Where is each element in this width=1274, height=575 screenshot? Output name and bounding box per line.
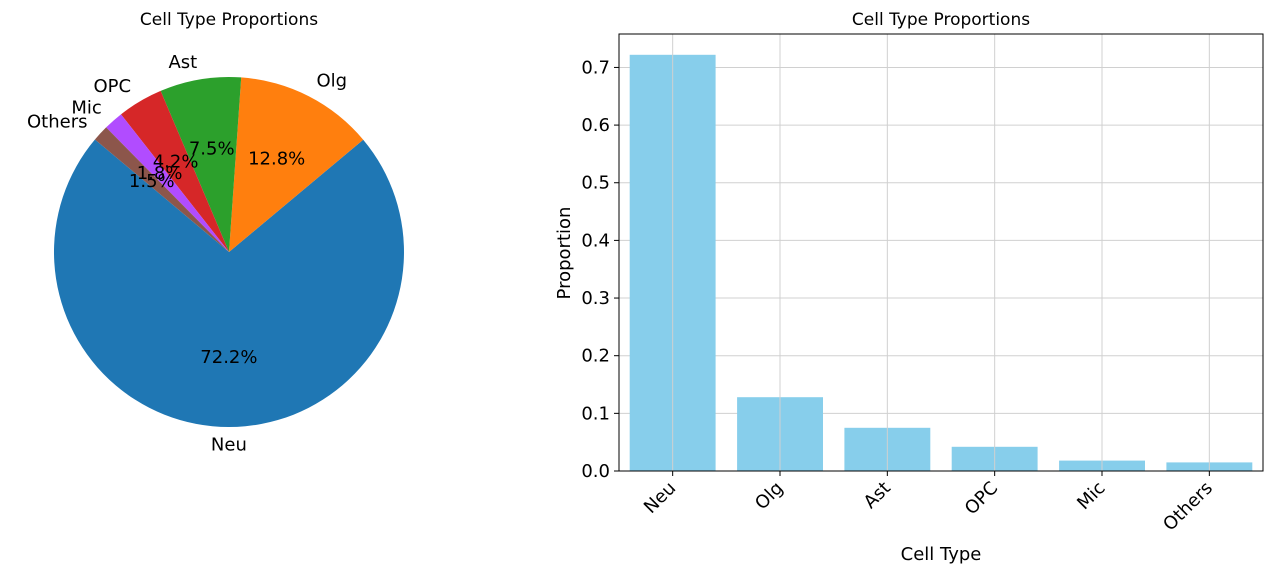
x-tick-label: Neu bbox=[640, 478, 680, 518]
bar-olg bbox=[737, 397, 823, 471]
y-tick-label: 0.0 bbox=[581, 461, 610, 482]
y-tick-label: 0.6 bbox=[581, 115, 610, 136]
pie-label-others: Others bbox=[27, 112, 88, 133]
x-axis-label: Cell Type bbox=[901, 544, 982, 565]
pie-label-neu: Neu bbox=[211, 435, 247, 456]
pie-pct-others: 1.5% bbox=[129, 171, 175, 192]
y-tick-label: 0.5 bbox=[581, 173, 610, 194]
pie-pct-mic: 1.8% bbox=[137, 163, 183, 184]
pie-slice-mic bbox=[106, 114, 229, 252]
pie-slice-opc bbox=[120, 90, 229, 252]
pie-chart: Cell Type Proportions Neu 72.2% Olg 12.8% As… bbox=[27, 10, 404, 456]
pie-slice-neu bbox=[53, 139, 404, 428]
bar-mic bbox=[1059, 460, 1145, 471]
pie-title: Cell Type Proportions bbox=[140, 10, 318, 30]
bar-title: Cell Type Proportions bbox=[852, 10, 1030, 30]
bar-ast bbox=[844, 427, 931, 471]
pie-label-ast: Ast bbox=[168, 52, 197, 73]
x-tick-label: Ast bbox=[860, 478, 895, 513]
pie-pct-olg: 12.8% bbox=[248, 149, 305, 170]
y-axis-label: Proportion bbox=[554, 207, 575, 300]
pie-label-opc: OPC bbox=[94, 76, 132, 97]
y-tick-label: 0.4 bbox=[581, 230, 610, 251]
pie-pct-opc: 4.2% bbox=[153, 152, 199, 173]
pie-label-mic: Mic bbox=[71, 98, 101, 119]
x-tick-label: Others bbox=[1159, 478, 1217, 536]
pie-slice-olg bbox=[229, 77, 364, 253]
pie-pct-ast: 7.5% bbox=[189, 138, 235, 159]
bar-opc bbox=[951, 446, 1038, 471]
pie-pct-neu: 72.2% bbox=[200, 347, 257, 368]
bar-others bbox=[1166, 462, 1253, 471]
x-tick-label: Olg bbox=[751, 478, 787, 514]
y-tick-label: 0.1 bbox=[581, 403, 610, 424]
y-tick-label: 0.2 bbox=[581, 346, 610, 367]
bar-neu bbox=[629, 54, 716, 472]
plot-frame bbox=[618, 33, 1264, 472]
y-tick-label: 0.3 bbox=[581, 288, 610, 309]
pie-label-olg: Olg bbox=[317, 71, 348, 92]
pie-slice-ast bbox=[160, 77, 242, 252]
y-tick-label: 0.7 bbox=[581, 57, 610, 78]
pie-slice-others bbox=[94, 127, 229, 252]
x-tick-label: OPC bbox=[961, 478, 1002, 519]
x-tick-label: Mic bbox=[1073, 478, 1109, 514]
